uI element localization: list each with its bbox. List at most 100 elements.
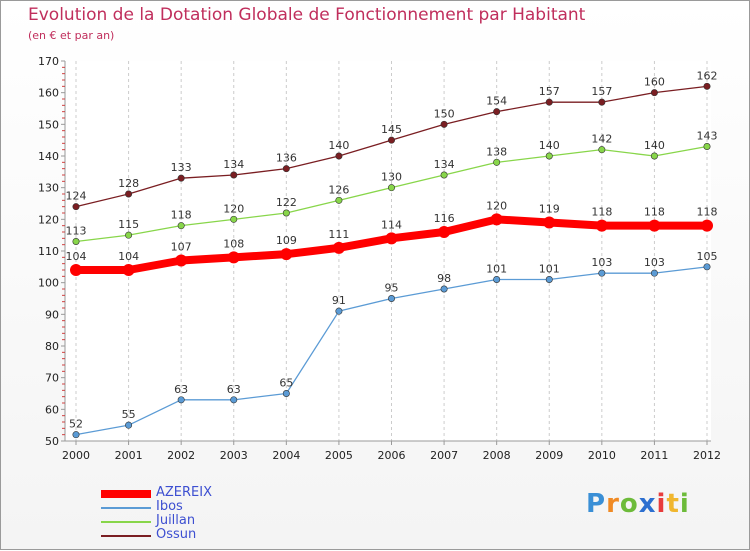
x-tick-label: 2011	[640, 449, 668, 462]
y-tick-label: 130	[38, 182, 59, 195]
data-label-azereix: 104	[66, 250, 87, 263]
data-point-ossun	[335, 152, 343, 160]
data-label-ossun: 154	[486, 95, 507, 108]
data-label-ibos: 55	[122, 408, 136, 421]
data-label-ibos: 52	[69, 418, 83, 431]
data-label-ossun: 162	[697, 69, 718, 82]
data-label-juillan: 142	[591, 133, 612, 146]
data-point-juillan	[125, 231, 133, 239]
data-point-ibos	[545, 275, 553, 283]
data-point-ossun	[125, 190, 133, 198]
data-point-ibos	[72, 431, 80, 439]
data-point-azereix	[70, 264, 82, 276]
data-label-azereix: 116	[434, 212, 455, 225]
data-point-azereix	[385, 232, 398, 245]
data-label-azereix: 104	[118, 250, 139, 263]
y-tick-label: 110	[38, 245, 59, 258]
data-point-ibos	[493, 275, 501, 283]
x-tick-label: 2010	[588, 449, 616, 462]
data-label-ossun: 145	[381, 123, 402, 136]
data-point-azereix	[648, 219, 661, 232]
data-point-ossun	[440, 120, 448, 128]
data-label-ibos: 103	[591, 256, 612, 269]
data-point-ossun	[650, 89, 658, 97]
data-point-ossun	[72, 203, 80, 211]
logo-letter: t	[666, 489, 680, 519]
data-label-ossun: 140	[328, 139, 349, 152]
x-tick-label: 2005	[325, 449, 353, 462]
y-tick-label: 60	[45, 403, 59, 416]
x-tick-label: 2003	[220, 449, 248, 462]
data-label-ibos: 95	[385, 282, 399, 295]
data-label-ibos: 91	[332, 294, 346, 307]
x-tick-label: 2012	[693, 449, 721, 462]
data-label-juillan: 140	[644, 139, 665, 152]
data-label-juillan: 143	[697, 130, 718, 143]
data-label-ossun: 150	[434, 107, 455, 120]
data-label-azereix: 111	[328, 228, 349, 241]
data-label-juillan: 126	[328, 183, 349, 196]
logo-letter: o	[619, 489, 639, 519]
data-label-juillan: 134	[434, 158, 455, 171]
legend-item-azereix: AZEREIX	[101, 485, 301, 501]
chart-title: Evolution de la Dotation Globale de Fonc…	[28, 5, 586, 25]
data-point-juillan	[493, 158, 501, 166]
y-tick-label: 80	[45, 340, 59, 353]
x-tick-label: 2007	[430, 449, 458, 462]
logo-letter: i	[656, 489, 667, 519]
legend-swatch-ibos	[101, 507, 151, 509]
data-point-azereix	[490, 213, 503, 226]
data-label-azereix: 118	[591, 206, 612, 219]
y-tick-label: 160	[38, 87, 59, 100]
data-label-ibos: 98	[437, 272, 451, 285]
x-tick-label: 2009	[535, 449, 563, 462]
legend-label-ossun: Ossun	[156, 527, 197, 542]
logo-letter: r	[606, 489, 620, 519]
data-point-ibos	[598, 269, 606, 277]
data-point-ossun	[230, 171, 238, 179]
data-point-azereix	[701, 219, 713, 232]
legend-label-azereix: AZEREIX	[156, 485, 212, 500]
data-label-azereix: 118	[644, 206, 665, 219]
y-tick-label: 170	[38, 55, 59, 68]
data-point-ossun	[598, 98, 606, 106]
data-point-juillan	[177, 222, 185, 230]
data-label-ibos: 103	[644, 256, 665, 269]
y-tick-label: 150	[38, 118, 59, 131]
data-label-ibos: 65	[279, 377, 293, 390]
legend-swatch-ossun	[101, 535, 151, 537]
data-label-azereix: 108	[223, 237, 244, 250]
legend-item-juillan: Juillan	[101, 513, 301, 529]
data-point-azereix	[438, 226, 451, 238]
data-label-azereix: 118	[697, 206, 718, 219]
data-label-ossun: 136	[276, 152, 297, 165]
data-point-juillan	[545, 152, 553, 160]
chart-legend: AZEREIX Ibos Juillan Ossun	[101, 485, 301, 543]
data-point-ibos	[282, 389, 290, 397]
data-label-ibos: 63	[174, 383, 188, 396]
data-point-azereix	[122, 264, 135, 276]
logo-letter: x	[638, 489, 657, 519]
data-point-ibos	[335, 307, 343, 315]
data-label-ossun: 157	[539, 85, 560, 98]
legend-label-ibos: Ibos	[156, 499, 183, 514]
y-tick-label: 100	[38, 277, 59, 290]
data-point-juillan	[230, 215, 238, 223]
data-point-ibos	[230, 396, 238, 404]
data-point-azereix	[332, 241, 345, 254]
data-label-ossun: 128	[118, 177, 139, 190]
data-label-juillan: 130	[381, 171, 402, 184]
data-point-azereix	[595, 219, 608, 232]
proxiti-logo: Proxiti	[586, 489, 690, 519]
data-point-azereix	[175, 254, 188, 267]
legend-label-juillan: Juillan	[156, 513, 196, 528]
data-point-ossun	[177, 174, 185, 182]
y-tick-label: 90	[45, 308, 59, 321]
data-label-ossun: 157	[591, 85, 612, 98]
plot-area	[65, 61, 711, 441]
data-point-ossun	[703, 82, 711, 90]
data-point-ibos	[650, 269, 658, 277]
chart-subtitle: (en € et par an)	[28, 29, 115, 42]
